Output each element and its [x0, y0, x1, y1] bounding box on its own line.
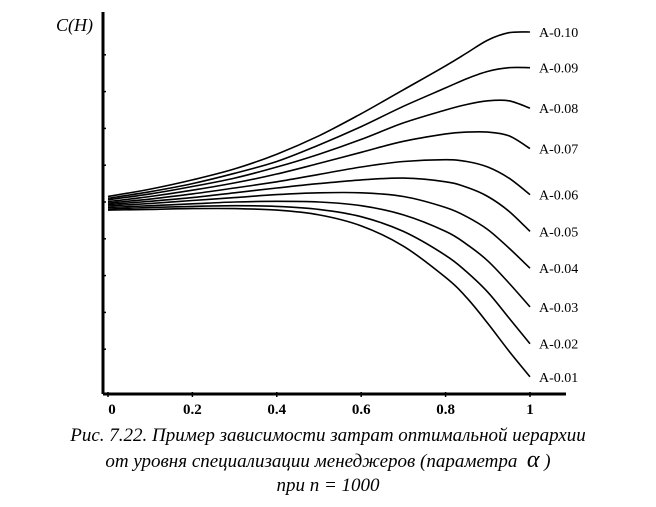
caption-line-2-text: от уровня специализации менеджеров (пара… — [105, 451, 518, 472]
series-lines — [107, 31, 531, 378]
x-tick-label: 0.4 — [267, 402, 286, 418]
line-chart: 0 0.2 0.4 0.6 0.8 1 A-0.10A-0.09A-0.08A-0.07A… — [56, 12, 578, 418]
caption-line-2-end: ) — [544, 451, 551, 472]
series-line — [107, 204, 531, 345]
series-line — [107, 191, 531, 269]
axes — [101, 12, 566, 396]
series-line — [107, 66, 531, 200]
series-line — [107, 99, 531, 201]
series-label: A-0.09 — [539, 62, 578, 77]
x-tick-label: 0.6 — [352, 402, 371, 418]
series-line — [107, 207, 531, 378]
y-axis-label: C(H) — [56, 15, 93, 36]
figure-caption: Рис. 7.22. Пример зависимости затрат опт… — [0, 424, 656, 498]
caption-line-1: Рис. 7.22. Пример зависимости затрат опт… — [70, 425, 586, 446]
series-labels: A-0.10 A-0.09 A-0.08 A-0.07 A-0.06 A-0.05 A-0.… — [539, 26, 578, 386]
series-line — [107, 200, 531, 308]
x-ticks: 0 0.2 0.4 0.6 0.8 1 — [107, 392, 534, 418]
alpha-symbol: α — [526, 447, 540, 473]
x-tick-label: 0.2 — [183, 402, 202, 418]
series-label: A-0.05 — [539, 225, 578, 240]
caption-line-3: при n = 1000 — [276, 475, 380, 496]
series-label: A-0.03 — [539, 301, 578, 316]
series-label: A-0.10 — [539, 26, 578, 41]
series-label: A-0.07 — [539, 143, 578, 158]
series-label: A-0.02 — [539, 338, 578, 353]
x-tick-label: 0 — [108, 402, 116, 418]
series-line — [107, 177, 531, 232]
series-label: A-0.04 — [539, 262, 578, 277]
series-label: A-0.06 — [539, 189, 578, 204]
caption-line-2: от уровня специализации менеджеров (пара… — [0, 448, 656, 474]
y-ticks — [103, 54, 106, 350]
series-line — [107, 31, 531, 198]
series-label: A-0.01 — [539, 371, 578, 386]
series-line — [107, 130, 531, 203]
x-tick-label: 1 — [526, 402, 534, 418]
x-tick-label: 0.8 — [436, 402, 455, 418]
series-label: A-0.08 — [539, 102, 578, 117]
series-line — [107, 158, 531, 204]
